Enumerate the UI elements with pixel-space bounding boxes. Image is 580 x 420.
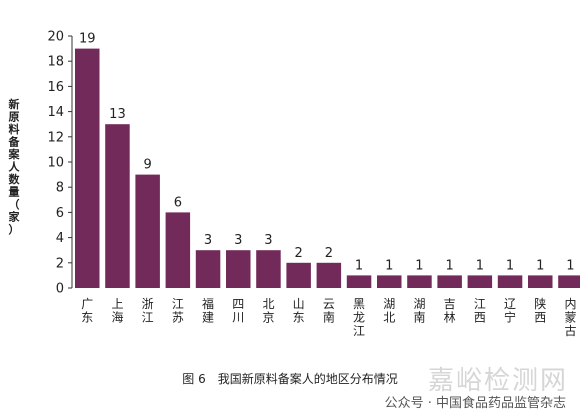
y-tick-label: 14	[47, 105, 64, 120]
y-tick-label: 4	[56, 231, 64, 246]
y-tick-label: 20	[47, 30, 64, 45]
bar	[316, 262, 342, 288]
bar-value-label: 1	[476, 258, 484, 273]
x-category-label: 吉林	[444, 297, 456, 325]
x-category-label: 湖南	[413, 296, 425, 325]
y-tick-label: 16	[47, 80, 64, 95]
x-category-label: 广东	[81, 297, 93, 325]
bar-value-label: 1	[506, 258, 514, 273]
x-category-label: 云南	[323, 297, 335, 325]
bar-value-label: 2	[295, 246, 303, 261]
y-axis: 0 2 4 6 8 10 12 14 16 18 20	[47, 30, 73, 297]
figure-caption: 图 6 我国新原料备案人的地区分布情况	[182, 372, 398, 386]
bar-value-label: 2	[325, 246, 333, 261]
bar-value-label: 1	[385, 258, 393, 273]
y-tick-label: 0	[56, 282, 64, 297]
x-category-label: 江西	[474, 297, 486, 325]
x-category-label: 陕西	[534, 296, 546, 325]
x-category-label: 四川	[232, 297, 244, 325]
bar	[346, 275, 372, 288]
y-tick-label: 2	[56, 256, 64, 271]
bar	[407, 275, 432, 288]
bar-value-label: 1	[415, 258, 423, 273]
x-category-label: 浙江	[142, 297, 154, 325]
watermark-wechat: 公众号 · 中国食品药品监管杂志	[384, 396, 566, 411]
bar	[135, 174, 160, 288]
bar	[437, 275, 462, 288]
y-tick-label: 6	[56, 206, 64, 221]
bar	[467, 275, 493, 288]
bar-value-label: 6	[174, 195, 182, 210]
x-category-label: 江苏	[172, 297, 184, 325]
y-tick-label: 18	[47, 55, 64, 70]
x-category-label: 黑龙江	[353, 297, 365, 338]
y-axis-title: 新原料备案人数量（家）	[8, 97, 21, 236]
bar-value-label: 9	[144, 158, 152, 173]
bar	[528, 275, 553, 288]
bar-value-label: 1	[536, 258, 544, 273]
bar	[226, 250, 251, 288]
x-category-label: 内蒙古	[564, 297, 576, 338]
x-category-label: 湖北	[383, 296, 395, 325]
y-tick-label: 8	[56, 181, 64, 196]
x-category-label: 上海	[111, 297, 123, 325]
y-tick-label: 10	[47, 156, 64, 171]
bar-value-label: 1	[566, 258, 574, 273]
bar	[105, 124, 130, 288]
bar	[195, 250, 221, 288]
bar-value-label: 1	[446, 258, 454, 273]
bar	[286, 262, 311, 288]
bar-value-label: 3	[264, 233, 272, 248]
bar-value-label: 3	[204, 233, 212, 248]
bars: 19 13 9 6 3 3 3 2 2 1 1 1 1 1 1 1 1	[75, 32, 580, 288]
bar-value-label: 13	[109, 107, 126, 122]
bar	[75, 48, 100, 288]
bar	[558, 275, 580, 288]
x-category-label: 辽宁	[504, 297, 516, 325]
bar	[377, 275, 402, 288]
bar-chart: 0 2 4 6 8 10 12 14 16 18 20 19 13 9 6 3 3 3 2 2 1 1 1 1 1 1 1 1 广东…	[8, 30, 580, 338]
x-category-label: 北京	[262, 297, 274, 325]
bar-value-label: 3	[234, 233, 242, 248]
y-tick-label: 12	[47, 130, 64, 145]
x-category-label: 山东	[293, 297, 305, 325]
watermark-site: 嘉峪检测网	[427, 366, 568, 396]
x-category-label: 福建	[202, 296, 214, 325]
y-axis-label: 新原料备案人数量（家）	[8, 97, 21, 236]
bar	[165, 212, 191, 288]
bar	[497, 275, 523, 288]
bar-value-label: 19	[79, 32, 96, 47]
bar-value-label: 1	[355, 258, 363, 273]
bar	[256, 250, 281, 288]
